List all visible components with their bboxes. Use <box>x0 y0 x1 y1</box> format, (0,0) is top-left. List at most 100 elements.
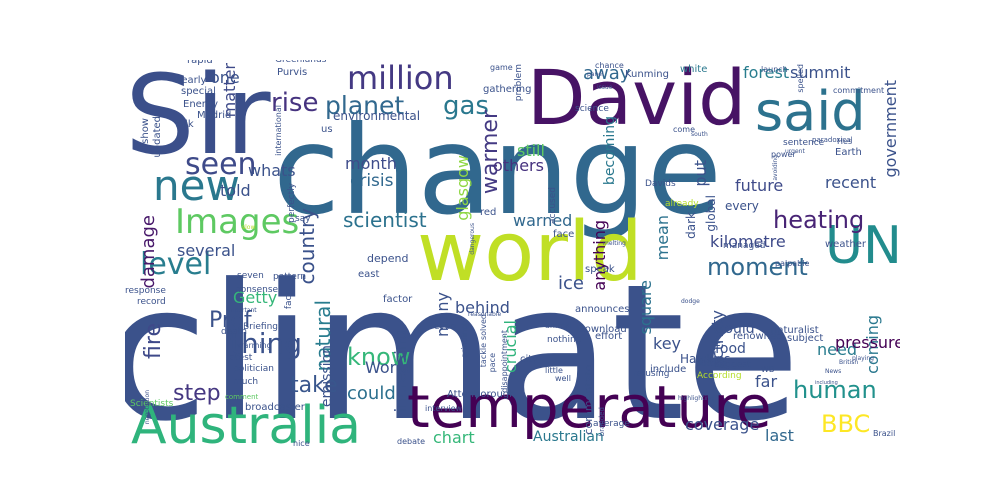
word-animal: animal <box>545 321 573 330</box>
word-scientists: Scientists <box>130 399 174 409</box>
word-science: science <box>575 104 609 114</box>
word-level: level <box>140 247 212 282</box>
word-subject: subject <box>787 333 824 344</box>
word-ice: ice <box>558 273 584 294</box>
word-dangerous: dangerous <box>469 223 476 255</box>
word-nice: nice <box>293 439 310 448</box>
word-bbc: BBC <box>821 410 871 438</box>
word-issue: issue <box>597 84 613 91</box>
word-far: far <box>755 372 778 391</box>
word-warned: warned <box>513 211 573 230</box>
word-important: important <box>227 307 257 314</box>
word-depend: depend <box>367 252 409 265</box>
word-effort: effort <box>595 331 623 342</box>
word-nonsense: nonsense <box>235 285 279 295</box>
word-international: international <box>274 105 283 156</box>
word-environmental: environmental <box>333 109 421 123</box>
word-little: little <box>545 366 563 375</box>
word-purvis: Purvis <box>277 67 308 78</box>
word-human: human <box>793 376 877 404</box>
word-need: need <box>817 340 857 359</box>
word-panel: panel <box>587 71 604 78</box>
word-pattern: pattern <box>273 272 307 282</box>
word-download: Download <box>577 324 627 335</box>
word-mean: mean <box>653 215 672 261</box>
word-coverage: coverage <box>685 415 760 434</box>
word-rise: rise <box>271 88 319 118</box>
word-launch: launch <box>761 65 788 74</box>
word-crisis: crisis <box>350 171 394 191</box>
word-square: square <box>636 280 655 335</box>
word-know: know <box>347 343 411 371</box>
word-speak: speak <box>585 264 615 275</box>
word-recent: recent <box>825 173 877 192</box>
word-hes: Hes <box>837 137 853 146</box>
word-putting: putting <box>695 359 728 369</box>
word-attenborough: Attenborough <box>447 389 516 400</box>
word-change: change <box>273 100 722 242</box>
word-us: us <box>321 124 333 135</box>
word-scientist: scientist <box>343 208 427 232</box>
word-suggest: suggest <box>715 360 751 370</box>
word-sir: Sir <box>125 60 271 179</box>
word-new: new <box>153 161 240 210</box>
word-warming: warming <box>237 341 272 350</box>
word-greenlands: Greenlands <box>275 60 327 65</box>
word-briefing: Briefing <box>243 322 278 332</box>
word-behind: behind <box>455 298 510 317</box>
word-wb: WB <box>761 365 775 374</box>
word-world: World <box>365 358 411 377</box>
word-according: According <box>697 371 742 381</box>
word-emission: emission <box>319 345 335 408</box>
word-city: city <box>520 354 539 365</box>
word-davids: Davids <box>645 179 676 189</box>
word-earth: Earth <box>835 147 862 158</box>
word-warmer: warmer <box>478 110 503 195</box>
word-australian: Australian <box>533 429 604 445</box>
word-refusing: refusing <box>633 369 670 379</box>
word-melting: melting <box>603 240 626 247</box>
word-much: much <box>233 377 259 387</box>
word-anything: anything <box>590 220 609 291</box>
word-game: game <box>490 63 513 72</box>
word-latest: latest <box>227 353 253 363</box>
word-dodge: dodge <box>681 298 700 305</box>
word-slow: slow <box>242 224 256 231</box>
word-million: million <box>347 60 454 97</box>
word-step: step <box>173 381 221 406</box>
word-told: told <box>220 181 251 200</box>
word-urgent: urgent <box>785 148 805 155</box>
word-pace: pace <box>488 353 497 373</box>
word-brazil: Brazil <box>873 429 896 438</box>
word-thing: thing <box>230 327 303 360</box>
word-put: put <box>691 160 710 187</box>
word-others: others <box>493 156 544 175</box>
word-whats: whats <box>248 161 296 180</box>
word-hawkins: Hawkins <box>680 352 731 366</box>
word-said: said <box>755 80 866 143</box>
word-east: east <box>358 269 380 280</box>
word-david: David <box>527 60 747 142</box>
word-managed: managed <box>723 241 766 251</box>
word-every: every <box>725 199 759 213</box>
word-month: month <box>345 154 397 173</box>
word-rapid: rapid <box>187 60 213 66</box>
word-moment: moment <box>707 253 808 281</box>
word-naturalist: naturalist <box>771 325 819 336</box>
word-comment: comment <box>225 393 259 401</box>
word-planet: planet <box>325 91 405 120</box>
word-getty: Getty <box>233 288 278 307</box>
word-paradoxical: paradoxical <box>812 136 853 144</box>
word-death: death <box>221 327 247 337</box>
word-madrid: Madrid <box>197 110 232 121</box>
word-weather: weather <box>825 239 866 250</box>
word-last: last <box>765 426 794 445</box>
word-updated: updated <box>152 116 163 158</box>
word-red: red <box>480 207 497 218</box>
word-palpable: palpable <box>775 259 810 268</box>
word-announces: announces <box>575 304 630 315</box>
word-glasgow: glasgow <box>453 155 472 221</box>
word-seen: seen <box>185 147 257 182</box>
word-highlighting: highlighting <box>678 395 714 402</box>
word-fact: fact <box>284 292 294 310</box>
